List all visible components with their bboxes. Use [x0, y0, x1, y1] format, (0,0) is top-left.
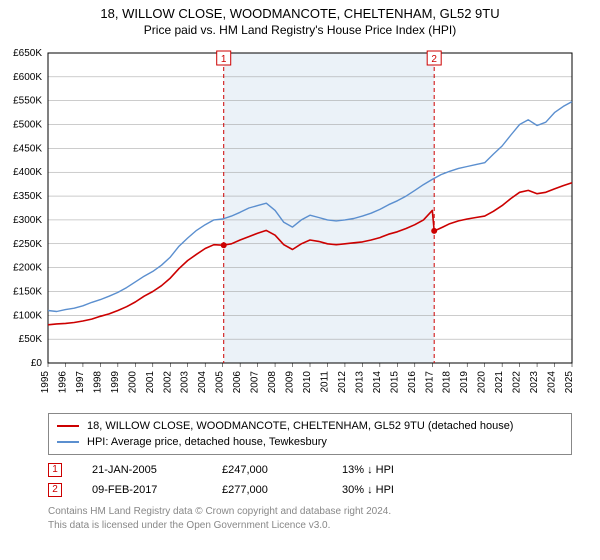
figure-container: 18, WILLOW CLOSE, WOODMANCOTE, CHELTENHA…: [0, 0, 600, 532]
svg-text:£0: £0: [31, 358, 43, 369]
svg-text:2002: 2002: [162, 371, 173, 394]
svg-text:2021: 2021: [494, 371, 505, 394]
marker-rows: 1 21-JAN-2005 £247,000 13% ↓ HPI 2 09-FE…: [48, 463, 572, 497]
marker-row-1: 1 21-JAN-2005 £247,000 13% ↓ HPI: [48, 463, 572, 477]
svg-text:2006: 2006: [232, 371, 243, 394]
svg-text:2012: 2012: [337, 371, 348, 394]
svg-text:2019: 2019: [459, 371, 470, 394]
svg-text:1998: 1998: [92, 371, 103, 394]
marker-price-1: £247,000: [222, 464, 312, 476]
legend-row-property: 18, WILLOW CLOSE, WOODMANCOTE, CHELTENHA…: [57, 418, 563, 434]
svg-text:£450K: £450K: [13, 143, 42, 154]
svg-text:2008: 2008: [267, 371, 278, 394]
svg-text:2000: 2000: [127, 371, 138, 394]
marker-price-2: £277,000: [222, 484, 312, 496]
svg-text:2004: 2004: [197, 371, 208, 394]
svg-text:£350K: £350K: [13, 191, 42, 202]
svg-text:£250K: £250K: [13, 239, 42, 250]
svg-text:2015: 2015: [389, 371, 400, 394]
svg-text:1996: 1996: [57, 371, 68, 394]
footer-line2: This data is licensed under the Open Gov…: [48, 519, 572, 533]
marker-box-1: 1: [48, 463, 62, 477]
marker-date-1: 21-JAN-2005: [92, 464, 192, 476]
legend-label-property: 18, WILLOW CLOSE, WOODMANCOTE, CHELTENHA…: [87, 420, 513, 432]
svg-text:1999: 1999: [110, 371, 121, 394]
legend-swatch-property: [57, 425, 79, 427]
svg-text:2010: 2010: [302, 371, 313, 394]
svg-text:2007: 2007: [250, 371, 261, 394]
svg-text:1997: 1997: [75, 371, 86, 394]
svg-text:£300K: £300K: [13, 215, 42, 226]
svg-text:1: 1: [221, 54, 227, 65]
svg-text:1995: 1995: [40, 371, 51, 394]
svg-text:£50K: £50K: [19, 334, 43, 345]
svg-text:£650K: £650K: [13, 48, 42, 59]
footer-text: Contains HM Land Registry data © Crown c…: [48, 505, 572, 532]
svg-text:2013: 2013: [354, 371, 365, 394]
svg-text:£100K: £100K: [13, 310, 42, 321]
svg-text:2003: 2003: [180, 371, 191, 394]
svg-text:£550K: £550K: [13, 96, 42, 107]
svg-text:2018: 2018: [442, 371, 453, 394]
footer-line1: Contains HM Land Registry data © Crown c…: [48, 505, 572, 519]
svg-text:£400K: £400K: [13, 167, 42, 178]
marker-row-2: 2 09-FEB-2017 £277,000 30% ↓ HPI: [48, 483, 572, 497]
marker-date-2: 09-FEB-2017: [92, 484, 192, 496]
title-line2: Price paid vs. HM Land Registry's House …: [0, 23, 600, 37]
legend-swatch-hpi: [57, 441, 79, 443]
svg-text:2022: 2022: [512, 371, 523, 394]
marker-pct-2: 30% ↓ HPI: [342, 484, 442, 496]
title-line1: 18, WILLOW CLOSE, WOODMANCOTE, CHELTENHA…: [0, 6, 600, 21]
legend-row-hpi: HPI: Average price, detached house, Tewk…: [57, 434, 563, 450]
title-block: 18, WILLOW CLOSE, WOODMANCOTE, CHELTENHA…: [0, 0, 600, 37]
svg-text:£500K: £500K: [13, 120, 42, 131]
svg-text:2001: 2001: [145, 371, 156, 394]
svg-text:2005: 2005: [215, 371, 226, 394]
svg-text:2009: 2009: [285, 371, 296, 394]
svg-text:2011: 2011: [319, 371, 330, 393]
svg-text:2024: 2024: [547, 371, 558, 394]
svg-text:£200K: £200K: [13, 263, 42, 274]
svg-text:2: 2: [431, 54, 437, 65]
svg-text:2025: 2025: [564, 371, 575, 394]
svg-text:2020: 2020: [477, 371, 488, 394]
svg-text:£150K: £150K: [13, 286, 42, 297]
marker-pct-1: 13% ↓ HPI: [342, 464, 442, 476]
svg-text:2017: 2017: [424, 371, 435, 394]
legend-box: 18, WILLOW CLOSE, WOODMANCOTE, CHELTENHA…: [48, 413, 572, 455]
svg-text:2023: 2023: [529, 371, 540, 394]
chart-svg: £0 £50K £100K £150K £200K £250K £300K £350K £400…: [0, 45, 600, 405]
svg-text:£600K: £600K: [13, 72, 42, 83]
svg-text:2014: 2014: [372, 371, 383, 394]
svg-text:2016: 2016: [407, 371, 418, 394]
legend-label-hpi: HPI: Average price, detached house, Tewk…: [87, 436, 327, 448]
marker-box-2: 2: [48, 483, 62, 497]
chart-area: £0 £50K £100K £150K £200K £250K £300K £350K £400…: [0, 45, 600, 405]
